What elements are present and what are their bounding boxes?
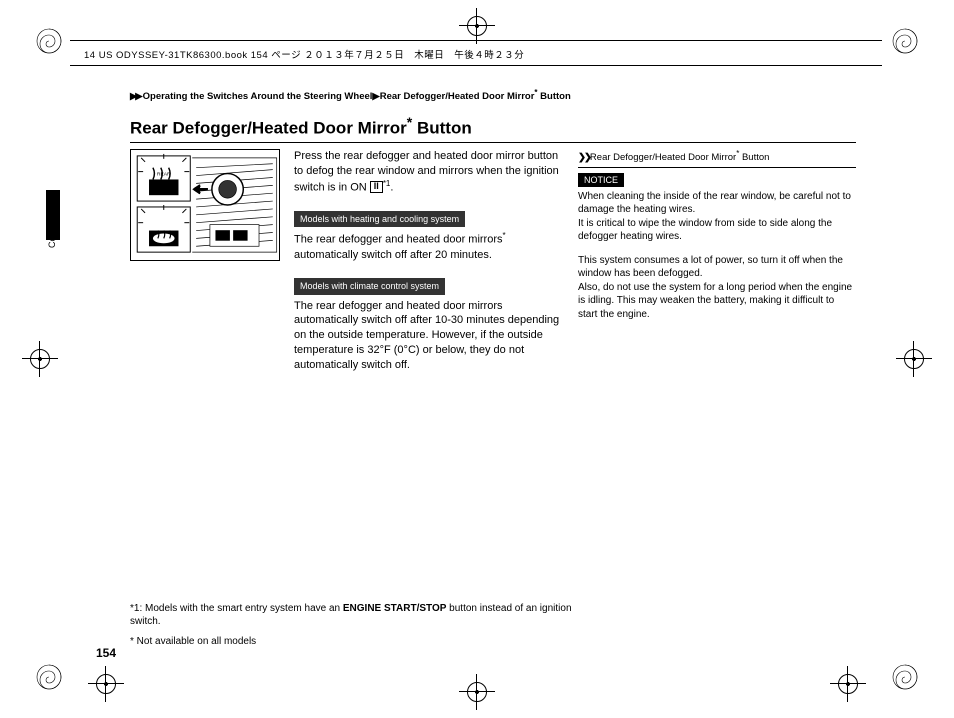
crop-mark-corner (890, 26, 920, 56)
intro-text: Press the rear defogger and heated door … (294, 150, 559, 193)
model-badge-climate-control: Models with climate control system (294, 278, 445, 294)
notice-line: It is critical to wipe the window from s… (578, 218, 832, 243)
crop-mark-reg (830, 666, 866, 702)
footnote-bold: ENGINE START/STOP (343, 603, 447, 614)
asterisk: * (503, 231, 506, 240)
period: . (390, 181, 393, 193)
crop-mark-reg (896, 341, 932, 377)
paragraph-heating-cooling: The rear defogger and heated door mirror… (294, 231, 564, 262)
crop-mark-reg (459, 8, 495, 44)
notice-line: When cleaning the inside of the rear win… (578, 191, 851, 216)
model-badge-heating-cooling: Models with heating and cooling system (294, 211, 465, 227)
paragraph-climate-control: The rear defogger and heated door mirror… (294, 299, 564, 373)
page-number: 154 (96, 646, 116, 660)
ignition-position-icon: II (370, 181, 383, 193)
crop-mark-corner (34, 662, 64, 692)
info-column: ❯❯Rear Defogger/Heated Door Mirror* Butt… (578, 149, 856, 379)
intro-paragraph: Press the rear defogger and heated door … (294, 149, 564, 195)
book-header: 14 US ODYSSEY-31TK86300.book 154 ページ ２０１… (70, 40, 882, 66)
info-title-text: Rear Defogger/Heated Door Mirror (590, 152, 736, 163)
breadcrumb-arrows: ▶▶ (130, 91, 141, 102)
breadcrumb-segment: Rear Defogger/Heated Door Mirror (380, 91, 535, 102)
info-title: ❯❯Rear Defogger/Heated Door Mirror* Butt… (578, 149, 856, 168)
breadcrumb-sep: ▶ (372, 91, 379, 102)
breadcrumb-segment: Operating the Switches Around the Steeri… (143, 91, 373, 102)
notice-paragraph: When cleaning the inside of the rear win… (578, 190, 856, 244)
title-text: Rear Defogger/Heated Door Mirror (130, 119, 407, 138)
breadcrumb-tail: Button (538, 91, 571, 102)
info-title-tail: Button (739, 152, 769, 163)
footnotes: *1: Models with the smart entry system h… (130, 602, 590, 655)
footnote-text: *1: Models with the smart entry system h… (130, 603, 343, 614)
footnote-2: * Not available on all models (130, 635, 590, 649)
footnote-1: *1: Models with the smart entry system h… (130, 602, 590, 629)
crop-mark-reg (88, 666, 124, 702)
crop-mark-reg (459, 674, 495, 710)
section-tab-label: Controls (47, 214, 57, 248)
crop-mark-corner (890, 662, 920, 692)
chevron-icon: ❯❯ (578, 152, 590, 163)
main-column: Press the rear defogger and heated door … (294, 149, 564, 379)
notice-badge: NOTICE (578, 173, 624, 187)
para-text: The rear defogger and heated door mirror… (294, 234, 503, 246)
illustration-column: REAR (130, 149, 280, 379)
info-line: Also, do not use the system for a long p… (578, 282, 852, 320)
page-title: Rear Defogger/Heated Door Mirror* Button (130, 114, 856, 143)
para-text: automatically switch off after 20 minute… (294, 249, 492, 261)
rear-text: REAR (157, 171, 171, 177)
breadcrumb: ▶▶Operating the Switches Around the Stee… (130, 88, 882, 102)
title-tail: Button (412, 119, 471, 138)
crop-mark-corner (34, 26, 64, 56)
info-paragraph: This system consumes a lot of power, so … (578, 254, 856, 322)
crop-mark-reg (22, 341, 58, 377)
info-line: This system consumes a lot of power, so … (578, 255, 843, 280)
page-frame: 14 US ODYSSEY-31TK86300.book 154 ページ ２０１… (70, 40, 882, 660)
content-row: REAR (130, 149, 856, 379)
illustration: REAR (130, 149, 280, 261)
